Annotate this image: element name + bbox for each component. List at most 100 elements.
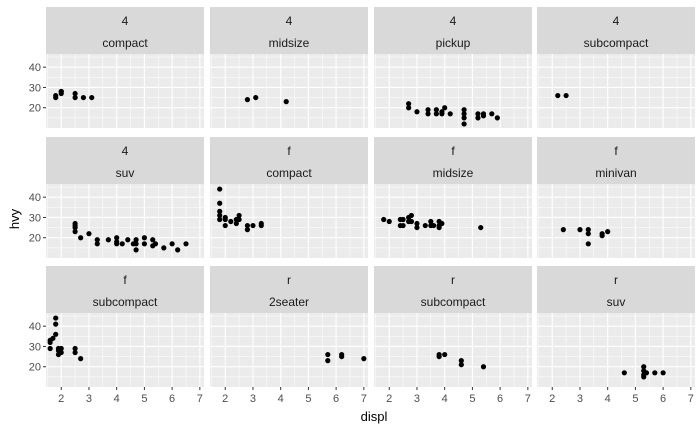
data-point (222, 222, 228, 229)
data-point (80, 94, 87, 101)
data-point (244, 222, 251, 229)
data-point (133, 247, 139, 253)
data-point (58, 345, 64, 352)
x-tick-label: 7 (525, 393, 531, 405)
strip-label-drive: 4 (122, 144, 129, 158)
facet-strip (537, 137, 695, 184)
strip-label-drive: f (614, 144, 618, 158)
strip-label-drive: 4 (450, 14, 457, 28)
strip-label-class: subcompact (93, 295, 158, 309)
data-point (78, 356, 84, 362)
strip-label-drive: f (287, 144, 291, 158)
y-tick-label: 40 (29, 192, 41, 204)
y-tick-label: 20 (29, 362, 41, 374)
data-point (563, 92, 569, 99)
facet-panel-2: 4 pickup (374, 7, 532, 128)
data-point (94, 237, 100, 243)
facet-strip (374, 137, 532, 184)
data-point (89, 94, 95, 101)
panel-background (210, 313, 368, 387)
data-point (475, 115, 481, 121)
data-point (47, 345, 53, 352)
facet-strip (537, 266, 695, 313)
facet-panel-8: f subcompact 20 30 40 2 3 4 5 6 7 (29, 266, 204, 405)
data-point (217, 216, 223, 223)
data-point (114, 239, 120, 245)
facet-panel-4: 4 suv 20 30 40 (29, 137, 204, 258)
x-tick-label: 5 (305, 393, 311, 405)
panel-background (374, 54, 532, 128)
data-point (605, 229, 611, 235)
y-tick-label: 20 (29, 233, 41, 245)
strip-label-class: midsize (269, 36, 310, 50)
data-point (58, 88, 64, 95)
strip-label-drive: r (614, 273, 618, 287)
x-tick-label: 7 (688, 393, 694, 405)
data-point (428, 218, 434, 225)
strip-label-class: compact (266, 166, 312, 180)
panel-background (46, 54, 204, 128)
data-point (461, 115, 467, 121)
x-tick-label: 6 (169, 393, 175, 405)
data-point (408, 212, 415, 219)
strip-label-class: suv (116, 166, 135, 180)
data-point (150, 237, 156, 243)
data-point (461, 121, 467, 127)
data-point (599, 231, 605, 237)
data-point (442, 105, 448, 111)
y-tick-label: 30 (29, 82, 41, 94)
data-point (253, 94, 259, 101)
x-tick-label: 6 (333, 393, 339, 405)
x-tick-label: 3 (86, 393, 92, 405)
data-point (458, 358, 464, 364)
data-point (436, 351, 442, 358)
facet-panel-1: 4 midsize (210, 7, 368, 128)
strip-label-class: compact (102, 36, 148, 50)
data-point (339, 351, 345, 358)
data-point (141, 235, 148, 241)
x-tick-label: 2 (58, 393, 64, 405)
data-point (217, 200, 223, 206)
facet-strip (210, 137, 368, 184)
data-point (175, 247, 181, 253)
strip-label-class: minivan (595, 166, 636, 180)
data-point (161, 245, 167, 251)
facet-strip (46, 266, 204, 313)
data-point (119, 241, 125, 247)
data-point (439, 109, 445, 115)
data-point (386, 218, 392, 225)
y-tick-label: 20 (29, 103, 41, 115)
data-point (621, 370, 627, 376)
data-point (400, 216, 406, 223)
facet-panel-0: 4 compact 20 30 40 (29, 7, 204, 128)
data-point (222, 214, 228, 221)
data-point (258, 220, 264, 227)
x-tick-label: 4 (605, 393, 611, 405)
data-point (94, 241, 100, 247)
facet-strip (374, 266, 532, 313)
data-point (105, 237, 111, 243)
facet-strip (537, 7, 695, 54)
y-tick-label: 30 (29, 341, 41, 353)
y-tick-label: 40 (29, 321, 41, 333)
x-tick-label: 6 (660, 393, 666, 405)
strip-label-class: midsize (433, 166, 474, 180)
y-tick-label: 30 (29, 212, 41, 224)
data-point (442, 351, 448, 358)
data-point (72, 94, 78, 101)
strip-label-class: suv (607, 295, 626, 309)
data-point (585, 241, 591, 247)
strip-label-drive: 4 (613, 14, 620, 28)
data-point (555, 92, 561, 99)
data-point (53, 331, 59, 337)
facet-strip (46, 7, 204, 54)
data-point (447, 111, 453, 117)
facet-strip (374, 7, 532, 54)
data-point (169, 241, 175, 247)
x-tick-label: 3 (414, 393, 420, 405)
data-point (660, 370, 666, 376)
data-point (78, 235, 84, 241)
panel-background (46, 184, 204, 258)
data-point (114, 235, 120, 241)
